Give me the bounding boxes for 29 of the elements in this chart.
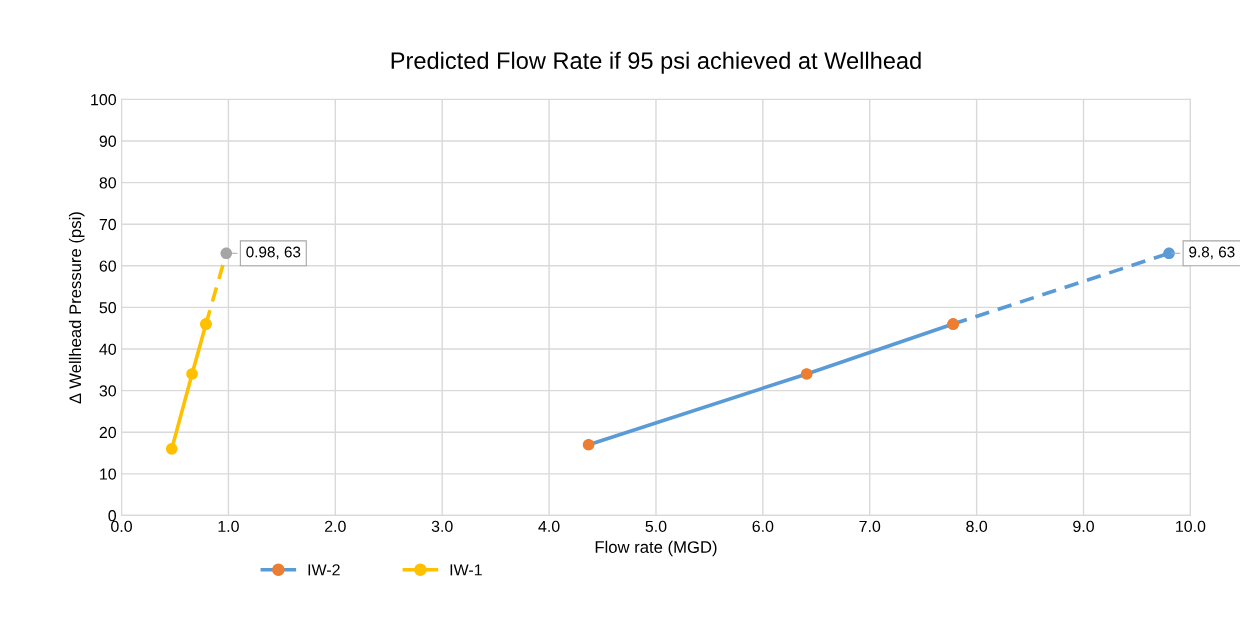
y-tick-label: 80 [99,177,117,189]
x-tick-label: 2.0 [325,520,346,533]
y-tick-label: 90 [99,135,117,147]
x-tick-label: 5.0 [645,520,667,533]
x-tick-label: 4.0 [538,520,560,533]
x-axis-title: Flow rate (MGD) [595,540,717,557]
y-tick-label: 50 [99,302,117,314]
chart-title: Predicted Flow Rate if 95 psi achieved at Wellhead [391,51,921,74]
y-tick-label: 0 [108,510,117,522]
x-tick-label: 7.0 [859,520,881,533]
legend-label: IW-2 [308,564,340,576]
y-axis-title: ∆ Wellhead Pressure (psi) [68,212,85,404]
y-tick-label: 10 [100,468,117,480]
y-tick-label: 60 [99,260,117,272]
y-tick-label: 70 [99,218,117,231]
legend-label: IW-1 [450,564,482,576]
annotation: 9.8, 63 [1189,246,1235,260]
annotation: 0.98, 63 [246,246,301,260]
x-tick-label: 1.0 [218,520,239,533]
x-tick-label: 10.0 [1176,520,1206,533]
x-tick-label: 8.0 [966,520,988,533]
y-tick-label: 30 [99,385,117,397]
x-tick-label: 6.0 [752,520,774,533]
y-tick-label: 40 [99,343,117,355]
x-tick-label: 3.0 [431,520,453,533]
x-tick-label: 9.0 [1073,520,1094,533]
y-tick-label: 20 [99,426,117,439]
x-tick-label: 0.0 [111,520,132,533]
y-tick-label: 100 [91,93,117,106]
